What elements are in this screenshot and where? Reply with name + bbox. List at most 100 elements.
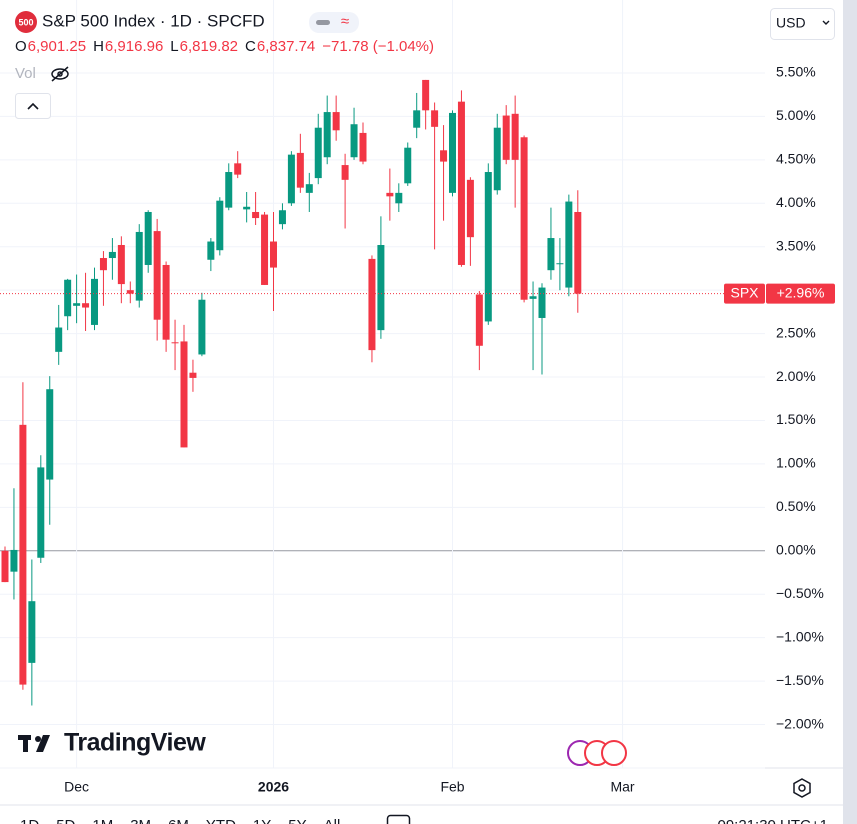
range-button[interactable]: 5Y: [288, 817, 306, 824]
candle-body: [153, 231, 161, 320]
range-button[interactable]: 1M: [92, 817, 113, 824]
candle-body: [404, 147, 412, 184]
candle-body: [117, 244, 125, 285]
candle-body: [565, 201, 573, 288]
y-tick-label: 1.00%: [776, 455, 816, 471]
y-tick-label: 4.50%: [776, 151, 816, 167]
symbol-title: S&P 500 Index · 1D · SPCFD: [42, 11, 265, 30]
candle-body: [82, 303, 90, 308]
candle-body: [493, 127, 501, 191]
candle-body: [520, 137, 528, 300]
candle-body: [395, 192, 403, 204]
plot: [0, 79, 765, 706]
x-tick-label: Mar: [610, 779, 634, 795]
candle-body: [314, 127, 322, 179]
collapse-icon: [27, 102, 39, 110]
candle-body: [449, 112, 456, 193]
candle-body: [475, 294, 483, 346]
candle-body: [296, 152, 304, 188]
range-button[interactable]: YTD: [206, 817, 236, 824]
candle-body: [332, 112, 340, 131]
ohlc-row: O 6,901.25 H 6,916.96 L 6,819.82 C 6,837.74 −71.…: [15, 38, 434, 55]
candle-body: [135, 231, 143, 301]
candle-body: [547, 238, 555, 271]
price-tag: [766, 283, 835, 304]
currency-select[interactable]: [770, 8, 835, 40]
candle-body: [37, 467, 45, 558]
candle-body: [19, 424, 27, 685]
candle-body: [270, 241, 277, 268]
range-button[interactable]: 5D: [56, 817, 75, 824]
y-tick-label: 5.50%: [776, 64, 816, 80]
status-pill[interactable]: [309, 12, 359, 33]
candle-body: [261, 214, 269, 285]
candle-body: [466, 179, 474, 238]
range-button[interactable]: All: [324, 817, 341, 824]
change-value: −71.78 (−1.04%): [322, 38, 434, 55]
candle-body: [55, 327, 63, 352]
ohlc-key: L: [170, 38, 178, 55]
candle-body: [341, 165, 349, 180]
symbol-tag: [724, 283, 765, 304]
ohlc-value: 6,916.96: [105, 38, 163, 55]
candle-body: [91, 278, 98, 325]
y-tick-label: 0.00%: [776, 542, 816, 558]
candle-body: [144, 211, 152, 265]
candle-body: [171, 342, 179, 344]
collapse-button[interactable]: [15, 93, 51, 119]
candle-body: [484, 172, 492, 322]
candle-body: [216, 200, 224, 251]
settings-icon[interactable]: [793, 778, 811, 798]
candle-body: [64, 279, 72, 317]
symbol-tag-text: SPX: [730, 284, 759, 300]
y-tick-label: −1.50%: [776, 672, 824, 688]
candle-body: [10, 549, 18, 572]
candle-body: [413, 110, 421, 128]
candle-body: [99, 258, 107, 271]
candle-body: [305, 184, 313, 193]
range-button[interactable]: 1D: [20, 817, 39, 824]
candle-body: [278, 210, 286, 225]
y-tick-label: 1.50%: [776, 411, 816, 427]
candle-body: [529, 296, 537, 299]
price-tag-text: +2.96%: [777, 284, 825, 300]
x-tick-label: 2026: [258, 779, 289, 795]
status-icon: [316, 20, 330, 25]
candle-body: [350, 124, 358, 158]
candle-body: [386, 192, 394, 197]
candle-body: [440, 150, 448, 162]
badge-text: 500: [18, 17, 33, 27]
range-button[interactable]: 1Y: [253, 817, 271, 824]
candle-body: [108, 251, 116, 259]
candle-body: [377, 244, 385, 331]
candle-body: [28, 601, 36, 663]
ohlc-key: O: [15, 38, 27, 55]
logo: [18, 735, 50, 752]
y-tick-label: −2.00%: [776, 715, 824, 731]
clock: 09:21:30 UTC+1: [718, 817, 829, 824]
watermark: TradingView: [64, 729, 206, 757]
candle-body: [243, 206, 251, 210]
calendar-icon[interactable]: [386, 814, 411, 824]
candle-body: [252, 211, 260, 219]
candle-body: [457, 101, 465, 265]
side-border: [843, 0, 857, 824]
candle-body: [225, 172, 233, 208]
candle-body: [323, 112, 331, 158]
y-tick-label: −1.00%: [776, 628, 824, 644]
range-button[interactable]: 3M: [130, 817, 151, 824]
candle-body: [359, 132, 367, 162]
candle-body: [180, 341, 188, 448]
range-button[interactable]: 6M: [168, 817, 189, 824]
candle-body: [538, 287, 546, 318]
candle-body: [511, 113, 519, 160]
candle-body: [189, 372, 197, 378]
vol-label: Vol: [15, 65, 36, 82]
currency-label: USD: [776, 15, 806, 31]
hide-icon[interactable]: [51, 66, 69, 82]
event-icons[interactable]: [567, 740, 627, 766]
candle-body: [46, 389, 54, 480]
